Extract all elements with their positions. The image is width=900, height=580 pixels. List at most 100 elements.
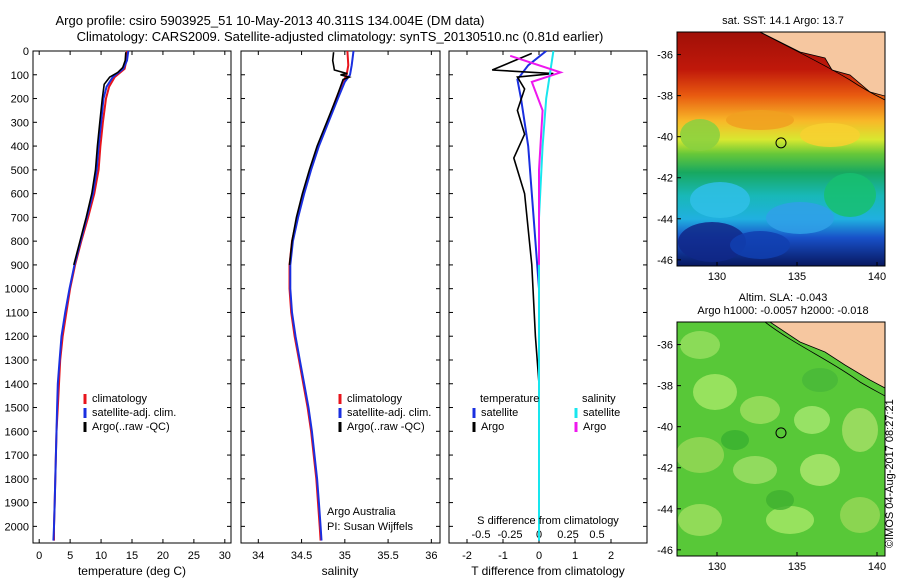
temperature-axes-frame <box>32 50 232 544</box>
sla-patch <box>840 497 880 533</box>
sst-patches <box>678 110 876 262</box>
salinity-legend: climatology satellite-adj. clim. Argo(..ra… <box>338 393 431 433</box>
title-line-1: Argo profile: csiro 5903925_51 10-May-20… <box>55 13 484 28</box>
profile-line <box>491 52 554 384</box>
y-tick-label: 400 <box>11 141 29 153</box>
map-y-tick-label: -46 <box>657 545 673 557</box>
salinity-xlabel: salinity <box>322 564 359 578</box>
x-tick-label: 2 <box>608 550 614 562</box>
map-y-tick-label: -46 <box>657 255 673 267</box>
sst-land <box>759 32 885 97</box>
sst-patch <box>800 123 860 147</box>
profile-line <box>538 51 555 541</box>
x-tick-label: 15 <box>126 550 138 562</box>
profile-line <box>52 51 130 541</box>
y-tick-label: 1800 <box>5 474 29 486</box>
legend-label: Argo(..raw -QC) <box>92 421 170 433</box>
sst-map: sat. SST: 14.1 Argo: 13.7 130 135 140 -36 -3… <box>657 15 886 283</box>
y-tick-label: 1000 <box>5 284 29 296</box>
sla-map-ticks: 130 135 140 -36 -38 -40 -42 -44 -46 <box>657 340 886 573</box>
map-y-tick-label: -44 <box>657 504 673 516</box>
x-tick-label: -2 <box>462 550 472 562</box>
difference-axes-frame <box>448 50 648 544</box>
map-x-tick-label: 135 <box>788 561 806 573</box>
y-tick-label: 500 <box>11 165 29 177</box>
map-y-tick-label: -36 <box>657 340 673 352</box>
x-tick-label: 5 <box>67 550 73 562</box>
sst-patch <box>766 202 834 234</box>
y-tick-label: 800 <box>11 236 29 248</box>
map-x-tick-label: 140 <box>868 271 886 283</box>
y-tick-label: 1100 <box>5 307 29 319</box>
legend-label: satellite-adj. clim. <box>92 407 176 419</box>
y-tick-label: 2000 <box>5 521 29 533</box>
s-difference-label: S difference from climatology <box>477 515 619 527</box>
sla-patch <box>678 504 722 536</box>
sla-patch <box>677 437 724 473</box>
s-tick-label: -0.5 <box>472 529 491 541</box>
y-tick-label: 1200 <box>5 331 29 343</box>
profile-line <box>73 52 127 266</box>
sla-map-title-1: Altim. SLA: -0.043 <box>739 292 828 304</box>
sla-patch <box>800 454 840 486</box>
sst-patch <box>726 110 794 130</box>
legend-label: satellite-adj. clim. <box>347 407 431 419</box>
t-difference-xlabel: T difference from climatology <box>471 564 625 578</box>
sla-patch <box>766 506 814 534</box>
y-tick-label: 200 <box>11 94 29 106</box>
sst-patch <box>690 182 750 218</box>
map-y-tick-label: -40 <box>657 422 673 434</box>
y-tick-label: 600 <box>11 189 29 201</box>
x-tick-label: 35.5 <box>377 550 398 562</box>
difference-depth-ticks <box>449 50 647 527</box>
title-line-2: Climatology: CARS2009. Satellite-adjuste… <box>77 29 604 44</box>
y-tick-label: 0 <box>23 46 29 58</box>
sla-map-title-2: Argo h1000: -0.0057 h2000: -0.018 <box>697 305 868 317</box>
salinity-axis-ticks: 34 34.5 35 35.5 36 <box>252 51 437 562</box>
sst-field <box>677 32 885 266</box>
difference-panel: -2 -1 0 1 2 -0.5 -0.25 0 0.25 0.5 temperature sal… <box>448 50 648 578</box>
salinity-panel: 34 34.5 35 35.5 36 climatology satellite-adj.… <box>240 50 441 578</box>
x-tick-label: 10 <box>95 550 107 562</box>
sst-patch <box>730 231 790 259</box>
map-y-tick-label: -38 <box>657 381 673 393</box>
profile-line <box>509 54 564 265</box>
map-y-tick-label: -40 <box>657 132 673 144</box>
sla-patch <box>740 396 780 424</box>
y-tick-label: 900 <box>11 260 29 272</box>
y-tick-label: 300 <box>11 117 29 129</box>
x-tick-label: 30 <box>219 550 231 562</box>
legend-label: climatology <box>92 393 148 405</box>
sla-patch <box>766 490 794 510</box>
legend-title-salinity: salinity <box>582 393 616 405</box>
temperature-legend: climatology satellite-adj. clim. Argo(..ra… <box>83 393 176 433</box>
difference-profile-lines <box>491 51 564 541</box>
temperature-axis-ticks: 0 5 10 15 20 25 30 <box>36 51 231 562</box>
pi-note: PI: Susan Wijffels <box>327 521 413 533</box>
legend-label: satellite <box>583 407 620 419</box>
sla-patch <box>733 456 777 484</box>
map-x-tick-label: 130 <box>708 561 726 573</box>
sla-patch <box>802 368 838 392</box>
map-x-tick-label: 135 <box>788 271 806 283</box>
legend-label: Argo <box>481 421 504 433</box>
sst-patch <box>824 173 876 217</box>
sla-patch <box>842 408 878 452</box>
difference-legend: temperature salinity satellite Argo satellit… <box>472 393 620 433</box>
sla-map-frame <box>676 321 886 557</box>
argo-australia-note: Argo Australia <box>327 506 396 518</box>
sst-map-ticks: 130 135 140 -36 -38 -40 -42 -44 -46 <box>657 50 886 283</box>
temperature-profile-lines <box>52 51 130 541</box>
x-tick-label: 35 <box>339 550 351 562</box>
legend-label: Argo <box>583 421 606 433</box>
sst-shelf-contour <box>759 32 885 101</box>
salinity-profile-lines <box>288 51 355 541</box>
temperature-panel: 0100200300400500600700800900100011001200… <box>5 46 232 578</box>
sla-patches <box>677 331 880 536</box>
y-tick-label: 1900 <box>5 498 29 510</box>
x-tick-label: -1 <box>498 550 508 562</box>
sla-land <box>769 322 885 389</box>
s-tick-label: 0.25 <box>557 529 578 541</box>
sla-shelf-contour <box>764 322 885 397</box>
